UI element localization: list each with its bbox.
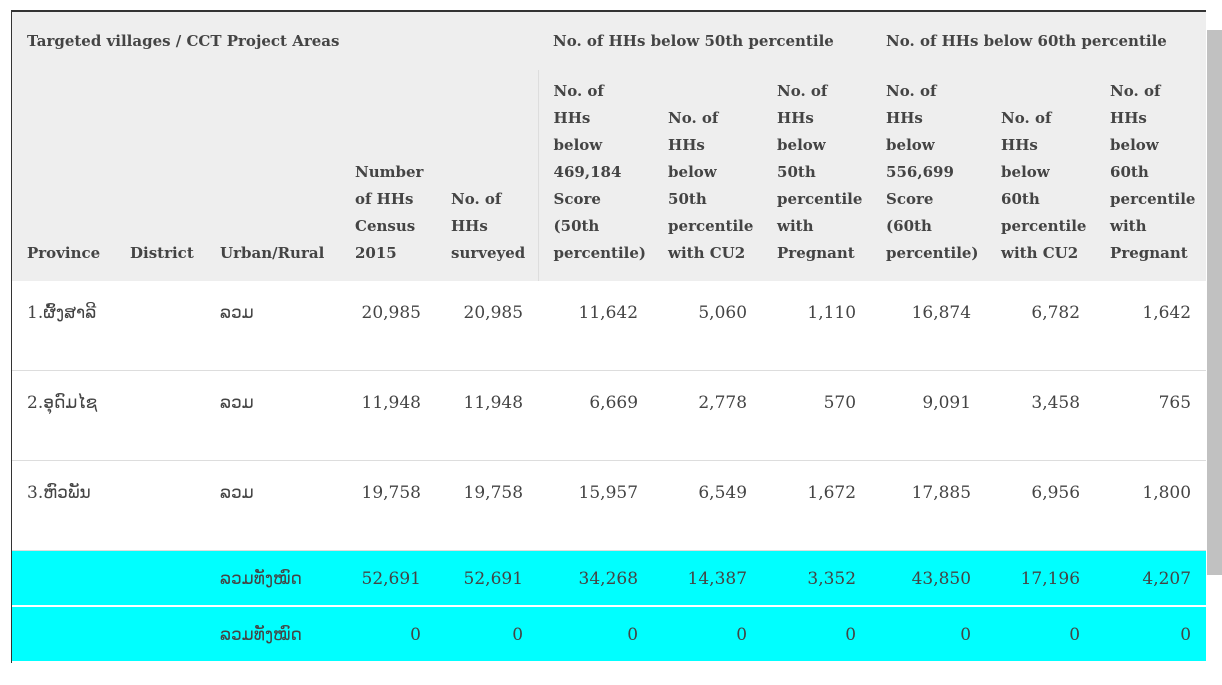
data-row: 1.ຜົ້ງສາລີ ລວມ 20,985 20,985 11,642 5,060 1,11… [12, 281, 1207, 371]
number-cell: 0 [436, 606, 539, 663]
number-cell: 4,207 [1095, 550, 1207, 607]
urban-rural-cell: ລວມ [205, 281, 340, 371]
data-row: 2.ອຸດົມໄຊ ລວມ 11,948 11,948 6,669 2,778 570 9,0… [12, 370, 1207, 461]
number-cell: 17,885 [871, 460, 987, 551]
column-header: Number of HHs Census 2015 [340, 70, 436, 281]
number-cell: 6,549 [653, 460, 763, 551]
column-header: No. of HHs below 50th percentile with CU… [653, 70, 763, 281]
number-cell: 52,691 [436, 550, 539, 607]
number-cell: 52,691 [340, 550, 436, 607]
column-header: Urban/Rural [205, 70, 340, 281]
group-header: No. of HHs below 60th percentile [871, 12, 1207, 70]
number-cell: 6,669 [538, 370, 654, 461]
number-cell: 6,956 [986, 460, 1096, 551]
number-cell: 14,387 [653, 550, 763, 607]
number-cell: 19,758 [340, 460, 436, 551]
district-cell [115, 460, 205, 551]
number-cell: 20,985 [436, 281, 539, 371]
number-cell: 570 [762, 370, 872, 461]
number-cell: 1,672 [762, 460, 872, 551]
district-cell [115, 370, 205, 461]
province-cell: 2.ອຸດົມໄຊ [12, 370, 115, 461]
column-header-row: Province District Urban/Rural Number of HHs… [12, 70, 1207, 281]
district-cell [115, 606, 205, 663]
number-cell: 43,850 [871, 550, 987, 607]
number-cell: 9,091 [871, 370, 987, 461]
number-cell: 17,196 [986, 550, 1096, 607]
column-header: No. of HHs below 60th percentile with CU… [986, 70, 1096, 281]
number-cell: 0 [340, 606, 436, 663]
column-header: No. of HHs below 556,699 Score (60th per… [871, 70, 987, 281]
number-cell: 0 [986, 606, 1096, 663]
number-cell: 11,642 [538, 281, 654, 371]
total-row: ລວມທັງໝົດ 52,691 52,691 34,268 14,387 3,352 43… [12, 550, 1207, 607]
number-cell: 34,268 [538, 550, 654, 607]
number-cell: 765 [1095, 370, 1207, 461]
number-cell: 15,957 [538, 460, 654, 551]
number-cell: 3,352 [762, 550, 872, 607]
number-cell: 0 [871, 606, 987, 663]
number-cell: 2,778 [653, 370, 763, 461]
number-cell: 1,642 [1095, 281, 1207, 371]
number-cell: 0 [762, 606, 872, 663]
table-container: Targeted villages / CCT Project Areas No… [11, 10, 1207, 663]
number-cell: 11,948 [340, 370, 436, 461]
number-cell: 11,948 [436, 370, 539, 461]
district-cell [115, 550, 205, 607]
group-header: Targeted villages / CCT Project Areas [12, 12, 539, 70]
urban-rural-cell: ລວມທັງໝົດ [205, 550, 340, 607]
number-cell: 6,782 [986, 281, 1096, 371]
number-cell: 5,060 [653, 281, 763, 371]
group-header: No. of HHs below 50th percentile [538, 12, 872, 70]
province-cell: 3.ຫົວພັນ [12, 460, 115, 551]
scrollbar[interactable] [1207, 30, 1222, 575]
province-cell [12, 550, 115, 607]
total-row: ລວມທັງໝົດ 0 0 0 0 0 0 0 0 [12, 606, 1207, 663]
column-header: No. of HHs below 50th percentile with Pr… [762, 70, 872, 281]
number-cell: 1,110 [762, 281, 872, 371]
number-cell: 0 [1095, 606, 1207, 663]
table-body: 1.ຜົ້ງສາລີ ລວມ 20,985 20,985 11,642 5,060 1,11… [12, 281, 1207, 663]
number-cell: 0 [538, 606, 654, 663]
column-header: No. of HHs below 60th percentile with Pr… [1095, 70, 1207, 281]
column-header: District [115, 70, 205, 281]
number-cell: 1,800 [1095, 460, 1207, 551]
urban-rural-cell: ລວມ [205, 460, 340, 551]
province-cell: 1.ຜົ້ງສາລີ [12, 281, 115, 371]
number-cell: 0 [653, 606, 763, 663]
urban-rural-cell: ລວມທັງໝົດ [205, 606, 340, 663]
data-table: Targeted villages / CCT Project Areas No… [12, 12, 1207, 663]
group-header-row: Targeted villages / CCT Project Areas No… [12, 12, 1207, 70]
column-header: Province [12, 70, 115, 281]
column-header: No. of HHs below 469,184 Score (50th per… [537, 70, 654, 281]
province-cell [12, 606, 115, 663]
number-cell: 3,458 [986, 370, 1096, 461]
column-header: No. of HHs surveyed [436, 70, 539, 281]
number-cell: 19,758 [436, 460, 539, 551]
urban-rural-cell: ລວມ [205, 370, 340, 461]
data-row: 3.ຫົວພັນ ລວມ 19,758 19,758 15,957 6,549 1,672 1… [12, 460, 1207, 551]
number-cell: 20,985 [340, 281, 436, 371]
district-cell [115, 281, 205, 371]
number-cell: 16,874 [871, 281, 987, 371]
